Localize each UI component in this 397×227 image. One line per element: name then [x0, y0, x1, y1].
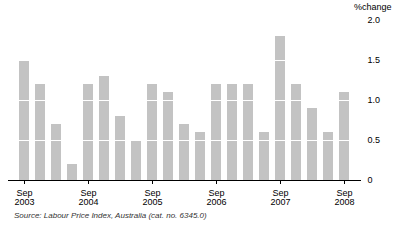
svg-text:Sep2008: Sep2008: [334, 188, 354, 207]
html-text:Source: Labour Price Index, Au: Source: Labour Price Index, Australia (c…: [14, 211, 207, 220]
svg-text:Sep2003: Sep2003: [14, 188, 34, 207]
svg-text:1.5: 1.5: [368, 55, 381, 65]
svg-text:Sep2005: Sep2005: [142, 188, 162, 207]
svg-text:0.5: 0.5: [368, 135, 381, 145]
svg-text:1.0: 1.0: [368, 95, 381, 105]
svg-text:Sep2006: Sep2006: [206, 188, 226, 207]
svg-text:2.0: 2.0: [368, 15, 381, 25]
svg-text:%change: %change: [354, 2, 392, 12]
svg-text:0: 0: [368, 175, 373, 185]
svg-text:Sep2004: Sep2004: [78, 188, 98, 207]
svg-text:Sep2007: Sep2007: [270, 188, 290, 207]
